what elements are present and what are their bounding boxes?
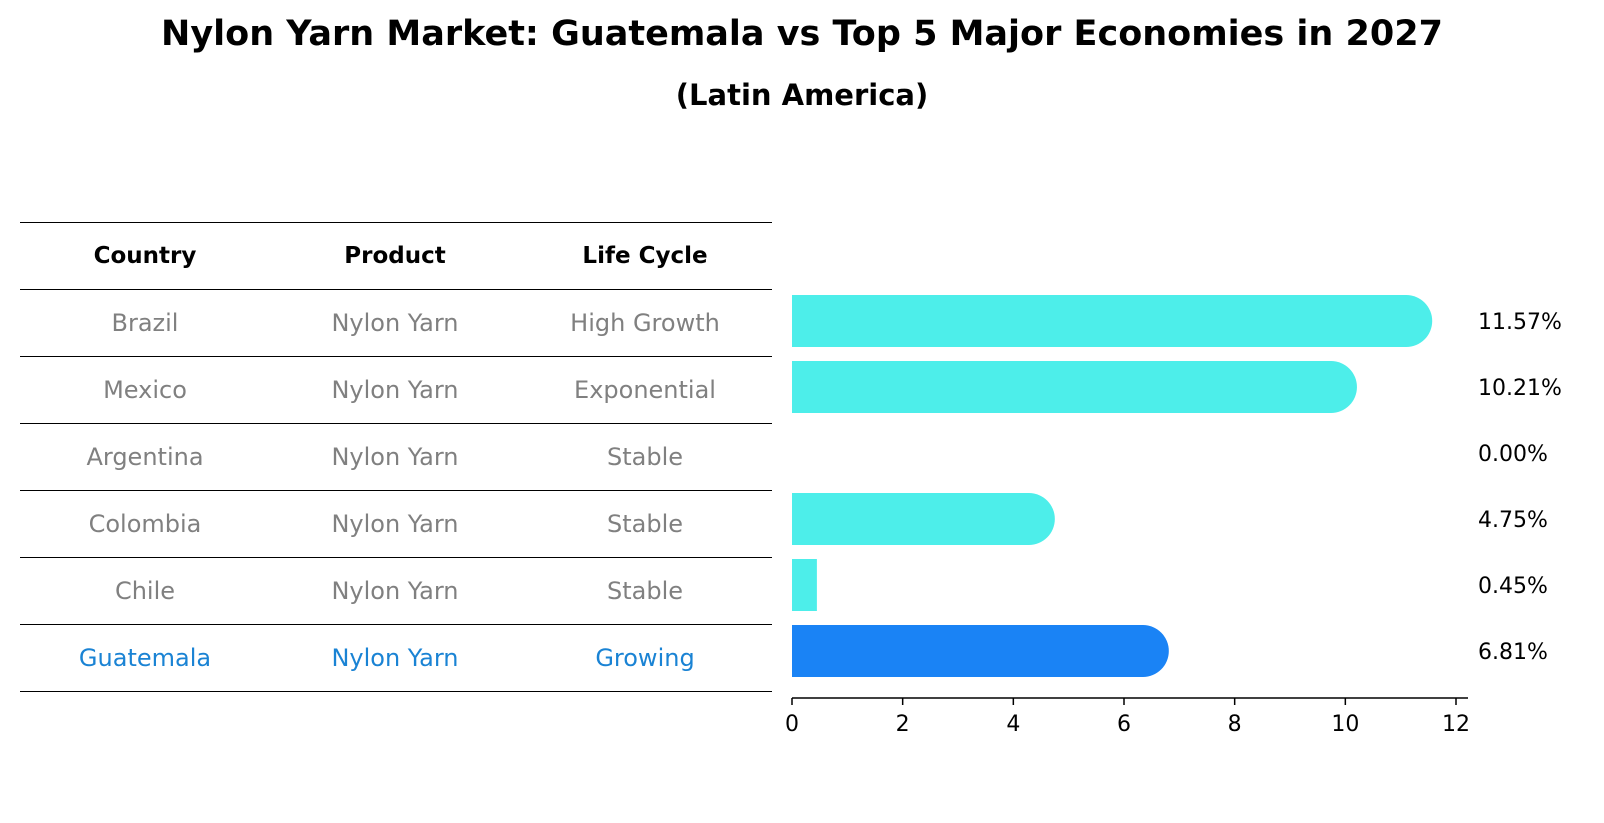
bar-brazil <box>792 295 1433 347</box>
cell-product: Nylon Yarn <box>331 510 459 538</box>
x-tick-label: 6 <box>1117 712 1131 737</box>
value-label-colombia: 4.75% <box>1478 508 1548 533</box>
cell-product: Nylon Yarn <box>331 577 459 605</box>
value-label-brazil: 11.57% <box>1478 310 1562 335</box>
table-row: Mexico Nylon Yarn Exponential <box>20 356 772 423</box>
cell-life-cycle: Stable <box>606 577 684 605</box>
cell-life-cycle: Growing <box>595 644 695 672</box>
cell-country: Brazil <box>111 309 179 337</box>
bar-chile <box>792 559 817 611</box>
cell-product: Nylon Yarn <box>331 644 459 672</box>
header-life-cycle: Life Cycle <box>582 243 708 269</box>
table-row: Argentina Nylon Yarn Stable <box>20 423 772 490</box>
header-country: Country <box>93 243 197 269</box>
cell-country: Mexico <box>103 376 187 404</box>
header-product: Product <box>344 243 446 269</box>
cell-life-cycle: Stable <box>606 510 684 538</box>
value-labels-group: 11.57% 10.21% 0.00% 4.75% 0.45% 6.81% <box>1478 310 1562 665</box>
x-tick-label: 0 <box>785 712 799 737</box>
x-tick-label: 8 <box>1228 712 1242 737</box>
bar-mexico <box>792 361 1357 413</box>
bar-colombia <box>792 493 1055 545</box>
bars-group <box>792 295 1433 677</box>
x-tick-label: 2 <box>896 712 910 737</box>
cell-life-cycle: Stable <box>606 443 684 471</box>
cell-country: Chile <box>114 577 176 605</box>
x-tick-label: 12 <box>1442 712 1470 737</box>
value-label-guatemala: 6.81% <box>1478 640 1548 665</box>
cell-life-cycle: Exponential <box>574 376 716 404</box>
x-tick-label: 10 <box>1331 712 1359 737</box>
table-row: Colombia Nylon Yarn Stable <box>20 490 772 557</box>
cell-product: Nylon Yarn <box>331 309 459 337</box>
cell-product: Nylon Yarn <box>331 443 459 471</box>
cell-life-cycle: High Growth <box>570 309 720 337</box>
table-header-row: Country Product Life Cycle <box>20 222 772 289</box>
table-row: Chile Nylon Yarn Stable <box>20 557 772 624</box>
table-row: Brazil Nylon Yarn High Growth <box>20 289 772 356</box>
x-tick-label: 4 <box>1006 712 1020 737</box>
chart-subtitle: (Latin America) <box>675 78 929 112</box>
value-label-argentina: 0.00% <box>1478 442 1548 467</box>
value-label-mexico: 10.21% <box>1478 376 1562 401</box>
cell-country: Colombia <box>88 510 202 538</box>
chart-title: Nylon Yarn Market: Guatemala vs Top 5 Ma… <box>161 14 1443 54</box>
cell-country: Argentina <box>86 443 204 471</box>
value-label-chile: 0.45% <box>1478 574 1548 599</box>
x-axis: 0 2 4 6 8 10 12 <box>785 697 1470 737</box>
market-table: Country Product Life Cycle Brazil Nylon … <box>20 222 772 692</box>
cell-country: Guatemala <box>78 644 212 672</box>
bar-guatemala <box>792 625 1169 677</box>
cell-product: Nylon Yarn <box>331 376 459 404</box>
table-row-highlight: Guatemala Nylon Yarn Growing <box>20 624 772 692</box>
